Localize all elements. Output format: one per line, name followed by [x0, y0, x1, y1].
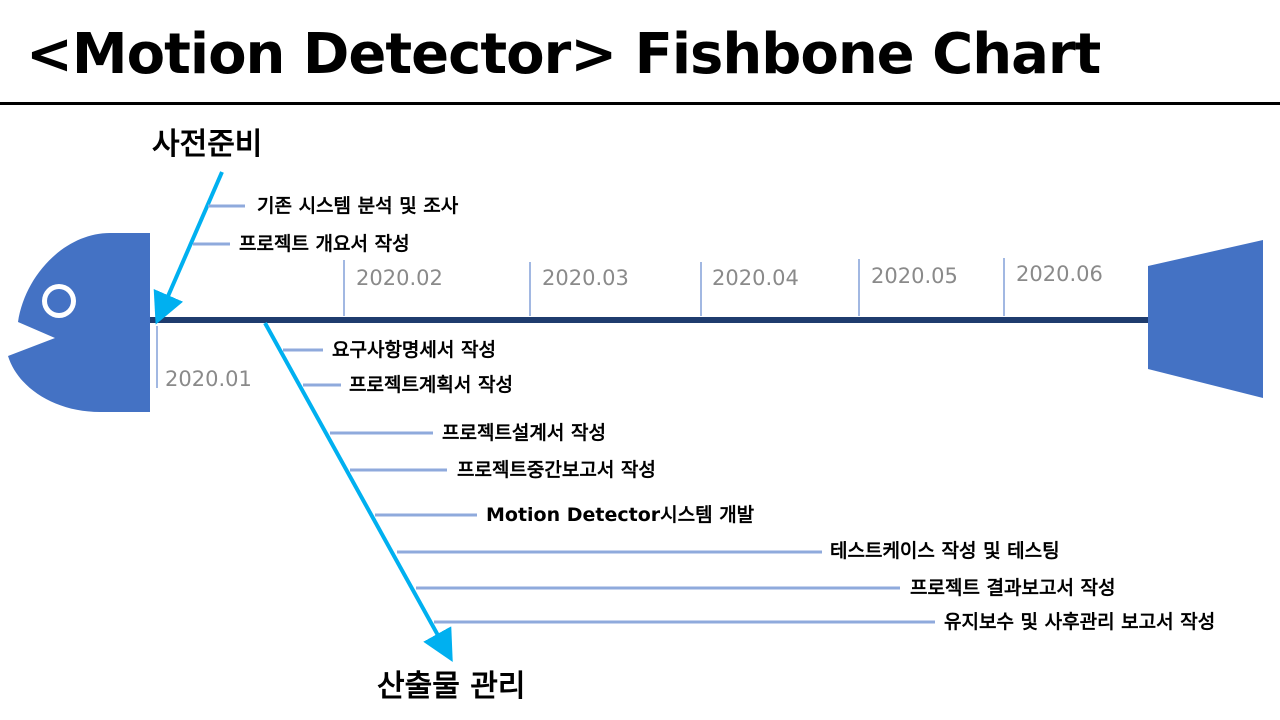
fish-eye-pupil [47, 289, 71, 313]
date-label: 2020.01 [165, 367, 252, 391]
top-item-label: 기존 시스템 분석 및 조사 [257, 195, 459, 217]
top-category-arrow [153, 171, 224, 325]
bottom-category-label: 산출물 관리 [377, 669, 526, 704]
date-label: 2020.06 [1016, 262, 1103, 286]
date-label: 2020.05 [871, 264, 958, 288]
page-title: <Motion Detector> Fishbone Chart [26, 22, 1101, 87]
fish-spine [150, 317, 1148, 323]
date-label: 2020.03 [542, 266, 629, 290]
bottom-item-label: 요구사항명세서 작성 [332, 339, 496, 361]
fish-head [8, 233, 150, 412]
bottom-item-label: 테스트케이스 작성 및 테스팅 [830, 540, 1060, 562]
title-divider [0, 102, 1280, 105]
bottom-item-label: 프로젝트계획서 작성 [349, 374, 513, 396]
top-item-label: 프로젝트 개요서 작성 [239, 233, 410, 255]
date-label: 2020.04 [712, 266, 799, 290]
bottom-item-label: 유지보수 및 사후관리 보고서 작성 [944, 611, 1216, 633]
date-label: 2020.02 [356, 266, 443, 290]
bottom-item-label: 프로젝트중간보고서 작성 [457, 459, 656, 481]
bottom-item-label: Motion Detector시스템 개발 [486, 504, 755, 526]
fish-tail [1148, 240, 1263, 398]
bottom-item-label: 프로젝트설계서 작성 [442, 422, 606, 444]
bottom-item-label: 프로젝트 결과보고서 작성 [910, 577, 1116, 599]
top-category-label: 사전준비 [152, 127, 263, 162]
bottom-category-arrow [263, 322, 453, 662]
